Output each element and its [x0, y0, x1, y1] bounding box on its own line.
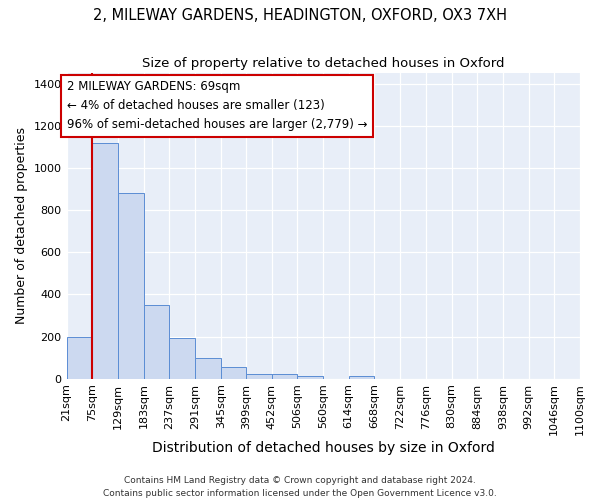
- Bar: [118, 193, 143, 378]
- Y-axis label: Number of detached properties: Number of detached properties: [15, 128, 28, 324]
- Text: 2, MILEWAY GARDENS, HEADINGTON, OXFORD, OX3 7XH: 2, MILEWAY GARDENS, HEADINGTON, OXFORD, …: [93, 8, 507, 22]
- Bar: [272, 374, 298, 378]
- Title: Size of property relative to detached houses in Oxford: Size of property relative to detached ho…: [142, 58, 505, 70]
- Bar: [67, 336, 92, 378]
- Bar: [143, 305, 169, 378]
- Bar: [221, 367, 247, 378]
- Bar: [247, 374, 272, 378]
- Bar: [349, 376, 374, 378]
- Bar: [92, 142, 118, 378]
- Bar: [169, 338, 195, 378]
- Text: Contains HM Land Registry data © Crown copyright and database right 2024.
Contai: Contains HM Land Registry data © Crown c…: [103, 476, 497, 498]
- Text: 2 MILEWAY GARDENS: 69sqm
← 4% of detached houses are smaller (123)
96% of semi-d: 2 MILEWAY GARDENS: 69sqm ← 4% of detache…: [67, 80, 368, 132]
- Bar: [195, 358, 221, 378]
- X-axis label: Distribution of detached houses by size in Oxford: Distribution of detached houses by size …: [152, 441, 495, 455]
- Bar: [298, 376, 323, 378]
